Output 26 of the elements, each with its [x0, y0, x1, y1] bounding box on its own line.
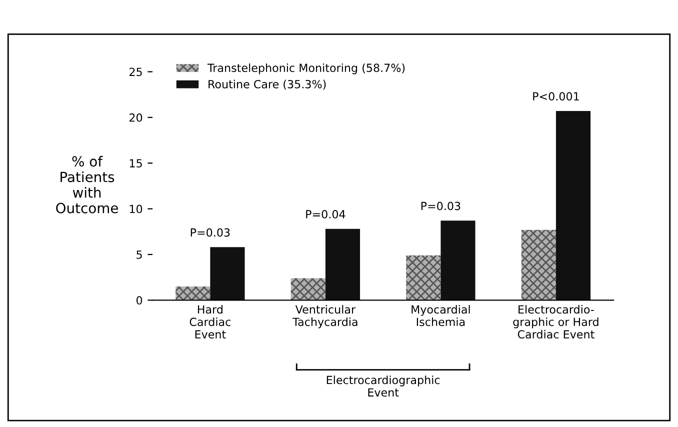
- y-tick-label: 0: [136, 296, 142, 305]
- legend-label: Routine Care (35.3%): [208, 80, 326, 90]
- bar: [176, 286, 210, 300]
- x-tick-label: Hard Cardiac Event: [190, 305, 230, 339]
- y-tick-label: 25: [130, 68, 142, 76]
- y-tick-label: 5: [136, 250, 142, 259]
- annotation: P=0.03: [421, 202, 460, 210]
- y-axis-title: % of Patients with Outcome: [56, 156, 118, 214]
- legend-label: Transtelephonic Monitoring (58.7%): [207, 63, 405, 74]
- annotation: P=0.04: [306, 210, 346, 218]
- y-tick-label: 10: [130, 204, 142, 214]
- annotation: P=0.03: [190, 228, 230, 237]
- bar: [325, 228, 360, 300]
- bar: [406, 255, 441, 300]
- x-tick-label: Ventricular Tachycardia: [292, 305, 358, 328]
- bar: [440, 220, 476, 300]
- y-tick-label: 20: [130, 113, 142, 122]
- x-tick-label: Electrocardio- graphic or Hard Cardiac Event: [513, 305, 598, 339]
- annotation: P<0.001: [533, 92, 579, 101]
- y-tick-label: 15: [130, 159, 142, 168]
- bar: [290, 278, 326, 300]
- text: Electrocardiographic Event: [326, 376, 440, 397]
- bar: [521, 230, 556, 300]
- bar: [556, 111, 591, 300]
- bar: [210, 247, 245, 300]
- x-tick-label: Myocardial Ischemia: [412, 305, 470, 326]
